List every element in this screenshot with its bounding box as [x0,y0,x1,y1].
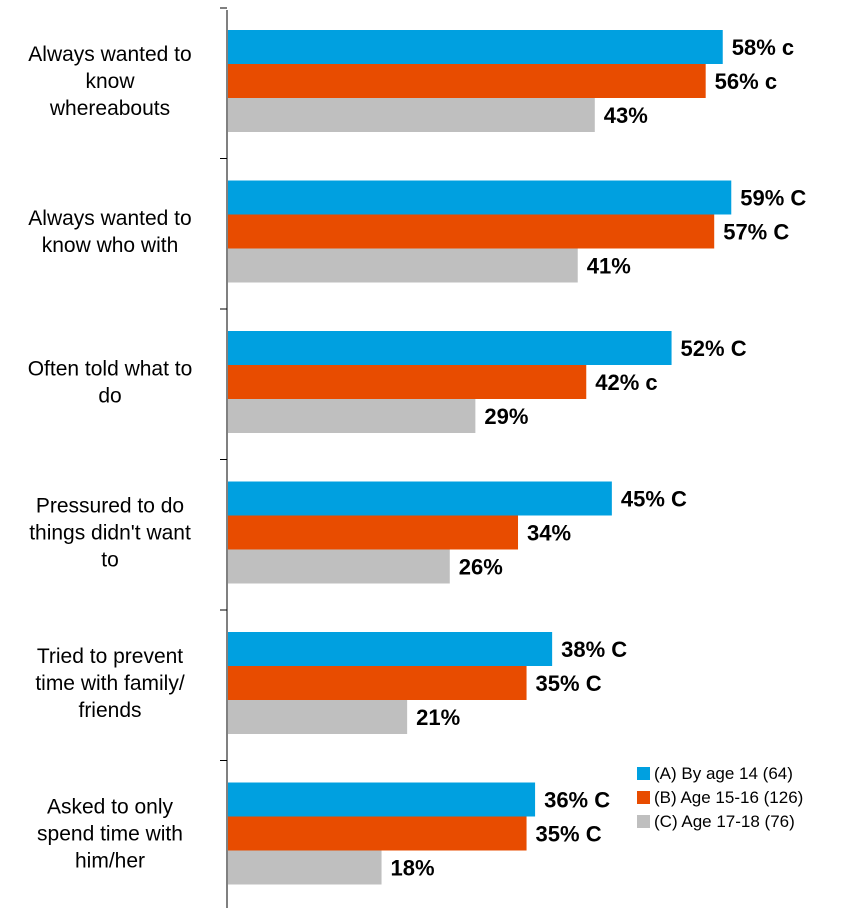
data-label: 59% C [740,186,806,211]
legend-entry: (B) Age 15-16 (126) [654,788,803,807]
data-label: 38% C [561,637,627,662]
category-label: time with family/ [35,672,185,695]
data-label: 42% c [595,370,657,395]
data-label: 34% [527,521,571,546]
data-label: 58% c [732,35,794,60]
data-label: 29% [484,404,528,429]
data-label: 45% C [621,487,687,512]
bar [228,399,476,433]
category-label: things didn't want [29,522,191,545]
category-label: whereabouts [49,97,170,120]
category-label: Often told what to [28,358,193,381]
legend-entry: (A) By age 14 (64) [654,764,793,783]
category-label: Asked to only [47,796,174,819]
category-label: Always wanted to [28,207,191,230]
category-label: know [85,70,135,93]
legend-entry: (C) Age 17-18 (76) [654,812,795,831]
data-label: 18% [391,856,435,881]
category-label: spend time with [37,823,183,846]
value-labels: 58% c 56% c 43% 59% C 57% C 41% 52% C 42% c 29% 4… [391,35,807,881]
category-label: Tried to prevent [37,645,183,668]
bar [228,700,408,734]
bar [228,632,553,666]
data-label: 36% C [544,788,610,813]
bar [228,248,578,283]
category-label: Pressured to do [36,495,184,518]
bar [228,850,382,885]
category-label: friends [78,699,141,722]
category-label: to [101,549,119,572]
category-axis [220,7,228,908]
category-label: him/her [75,850,145,873]
bar [228,214,715,249]
legend-swatch [637,767,650,780]
bar [228,365,587,399]
bar [228,816,527,851]
category-label: Always wanted to [28,43,191,66]
data-label: 21% [416,705,460,730]
category-label: do [98,385,121,408]
bar [228,331,672,365]
data-label: 56% c [715,69,777,94]
data-label: 41% [587,254,631,279]
bar [228,782,536,817]
category-label: know who with [42,234,179,257]
bar [228,666,527,700]
data-label: 43% [604,103,648,128]
data-label: 57% C [723,220,789,245]
bar [228,180,732,215]
bar [228,30,723,64]
category-labels: Always wanted to know whereabouts Always wa… [28,43,193,873]
data-label: 35% C [536,671,602,696]
data-label: 35% C [536,822,602,847]
bar [228,64,706,98]
bars [228,30,732,885]
legend-swatch [637,815,650,828]
legend: (A) By age 14 (64) (B) Age 15-16 (126) (C)… [637,764,803,831]
data-label: 26% [459,555,503,580]
data-label: 52% C [681,336,747,361]
bar [228,481,612,516]
bar [228,515,519,550]
bar [228,549,450,584]
bar [228,98,595,132]
legend-swatch [637,791,650,804]
